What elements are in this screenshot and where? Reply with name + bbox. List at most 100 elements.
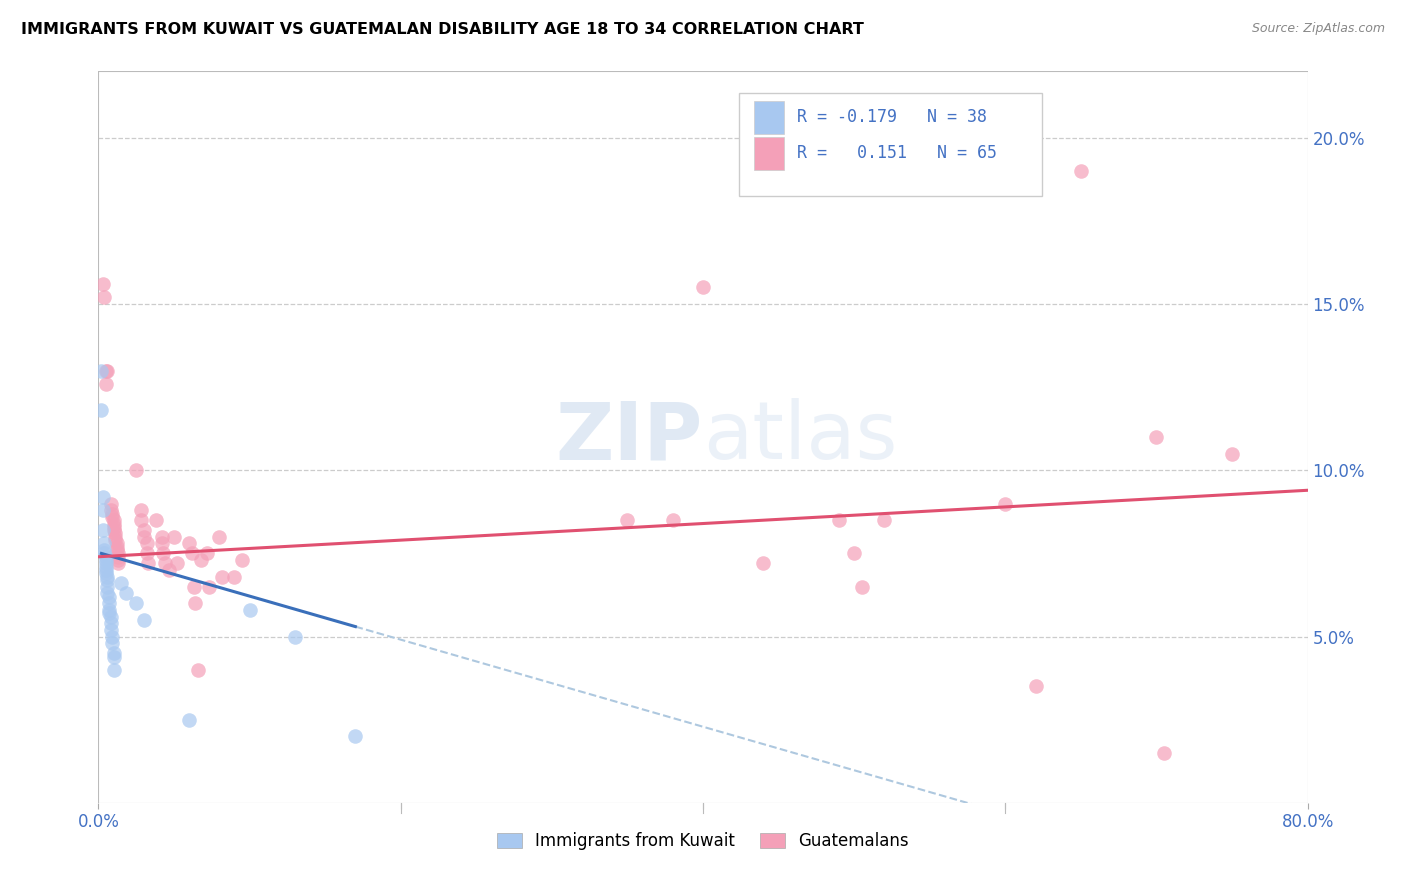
Point bbox=[1024, 680, 1046, 694]
Point bbox=[103, 663, 125, 677]
Point bbox=[114, 586, 136, 600]
Point bbox=[94, 557, 117, 571]
Point bbox=[145, 513, 167, 527]
Point bbox=[166, 557, 188, 571]
Point bbox=[103, 516, 125, 531]
Point bbox=[105, 543, 128, 558]
Text: IMMIGRANTS FROM KUWAIT VS GUATEMALAN DISABILITY AGE 18 TO 34 CORRELATION CHART: IMMIGRANTS FROM KUWAIT VS GUATEMALAN DIS… bbox=[21, 22, 863, 37]
Point bbox=[1153, 746, 1175, 760]
Point bbox=[661, 513, 683, 527]
Bar bbox=[754, 101, 785, 134]
Legend: Immigrants from Kuwait, Guatemalans: Immigrants from Kuwait, Guatemalans bbox=[491, 825, 915, 856]
Point bbox=[107, 546, 129, 560]
Point bbox=[96, 580, 118, 594]
Point bbox=[183, 580, 205, 594]
Point bbox=[96, 363, 118, 377]
Point bbox=[91, 277, 114, 292]
Point bbox=[93, 543, 115, 558]
Point bbox=[105, 540, 128, 554]
Point bbox=[101, 507, 124, 521]
Point bbox=[129, 503, 152, 517]
Point bbox=[224, 570, 246, 584]
Point bbox=[190, 553, 212, 567]
Point bbox=[873, 513, 896, 527]
Point bbox=[104, 533, 127, 548]
Point bbox=[187, 663, 209, 677]
Point bbox=[94, 376, 117, 391]
Point bbox=[103, 646, 125, 660]
Point bbox=[211, 570, 233, 584]
Point bbox=[125, 596, 148, 610]
Point bbox=[132, 613, 155, 627]
Point bbox=[96, 570, 118, 584]
Point bbox=[181, 546, 204, 560]
Point bbox=[107, 553, 129, 567]
Point bbox=[828, 513, 851, 527]
Point bbox=[90, 363, 112, 377]
Point bbox=[103, 523, 125, 537]
Point bbox=[100, 616, 122, 631]
Point bbox=[91, 503, 114, 517]
Point bbox=[98, 607, 121, 621]
Point bbox=[94, 563, 117, 577]
Point bbox=[208, 530, 231, 544]
Point bbox=[344, 729, 367, 743]
Point bbox=[197, 580, 219, 594]
Bar bbox=[754, 137, 785, 170]
Point bbox=[184, 596, 207, 610]
Point bbox=[163, 530, 186, 544]
Point bbox=[94, 363, 117, 377]
Text: atlas: atlas bbox=[703, 398, 897, 476]
Point bbox=[96, 573, 118, 587]
Point bbox=[98, 596, 121, 610]
Point bbox=[105, 536, 128, 550]
FancyBboxPatch shape bbox=[740, 94, 1042, 195]
Point bbox=[100, 503, 122, 517]
Point bbox=[101, 630, 124, 644]
Point bbox=[284, 630, 307, 644]
Text: R = -0.179   N = 38: R = -0.179 N = 38 bbox=[797, 108, 987, 126]
Point bbox=[93, 546, 115, 560]
Point bbox=[107, 557, 129, 571]
Point bbox=[129, 513, 152, 527]
Point bbox=[98, 603, 121, 617]
Point bbox=[100, 623, 122, 637]
Point bbox=[159, 563, 181, 577]
Point bbox=[101, 636, 124, 650]
Point bbox=[101, 509, 124, 524]
Point bbox=[93, 536, 115, 550]
Text: R =   0.151   N = 65: R = 0.151 N = 65 bbox=[797, 145, 997, 162]
Point bbox=[104, 526, 127, 541]
Point bbox=[132, 523, 155, 537]
Point bbox=[103, 520, 125, 534]
Point bbox=[103, 649, 125, 664]
Point bbox=[153, 557, 176, 571]
Point bbox=[692, 280, 714, 294]
Point bbox=[844, 546, 866, 560]
Point bbox=[96, 586, 118, 600]
Point bbox=[100, 497, 122, 511]
Point bbox=[132, 530, 155, 544]
Point bbox=[136, 557, 159, 571]
Point bbox=[239, 603, 262, 617]
Point bbox=[851, 580, 873, 594]
Point bbox=[1144, 430, 1167, 444]
Point bbox=[110, 576, 132, 591]
Point bbox=[1220, 447, 1243, 461]
Point bbox=[104, 530, 127, 544]
Point bbox=[94, 549, 117, 564]
Point bbox=[125, 463, 148, 477]
Text: ZIP: ZIP bbox=[555, 398, 703, 476]
Point bbox=[135, 546, 157, 560]
Point bbox=[100, 609, 122, 624]
Point bbox=[179, 713, 201, 727]
Point bbox=[231, 553, 253, 567]
Text: Source: ZipAtlas.com: Source: ZipAtlas.com bbox=[1251, 22, 1385, 36]
Point bbox=[752, 557, 775, 571]
Point bbox=[107, 549, 129, 564]
Point bbox=[94, 553, 117, 567]
Point bbox=[94, 566, 117, 581]
Point bbox=[150, 536, 173, 550]
Point bbox=[91, 490, 114, 504]
Point bbox=[94, 559, 117, 574]
